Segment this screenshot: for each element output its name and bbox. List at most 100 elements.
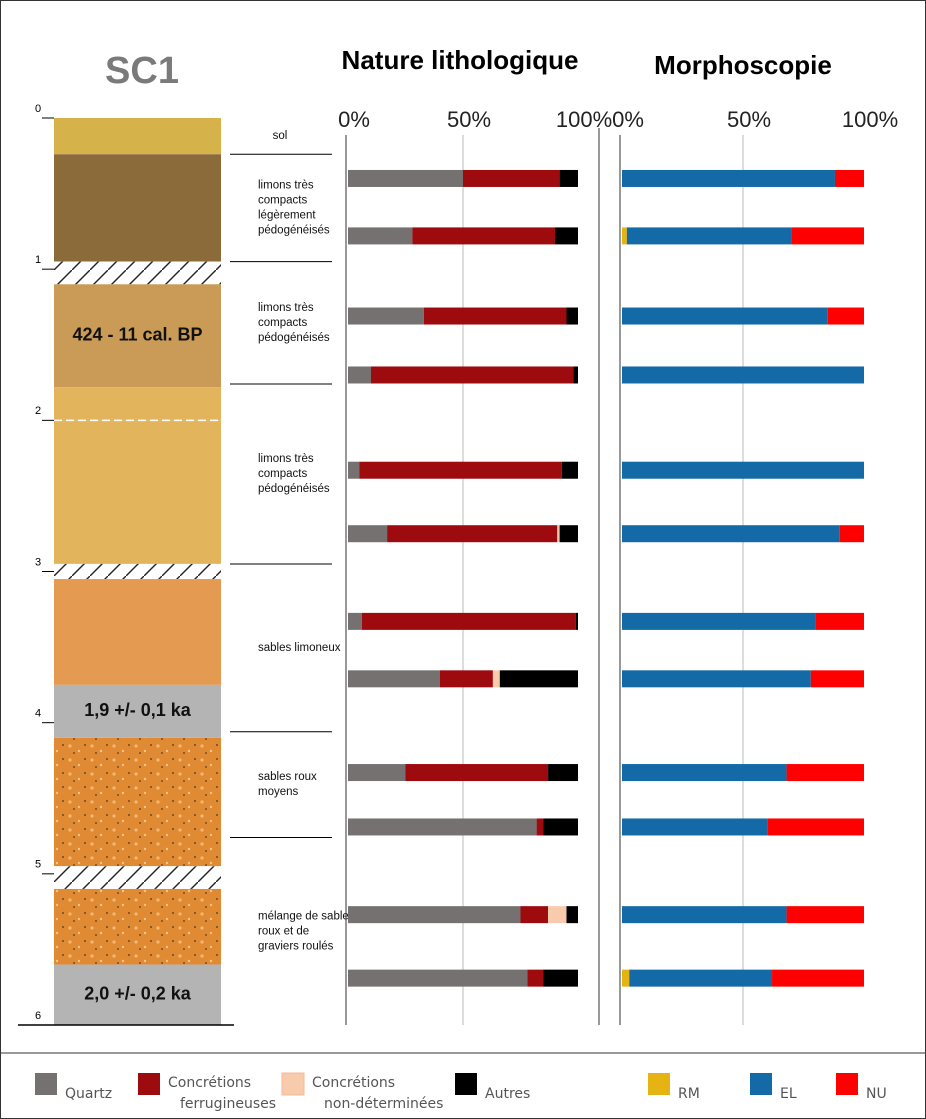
- bar-segment: [348, 227, 413, 245]
- bar-segment: [348, 307, 424, 325]
- bar-segment: [555, 227, 578, 245]
- bar-segment: [548, 764, 578, 782]
- bar-segment: [626, 227, 792, 245]
- legend-swatch: [648, 1073, 670, 1095]
- depth-label: 2: [35, 405, 41, 417]
- x-tick-label: 50%: [727, 107, 771, 132]
- bar-segment: [348, 525, 388, 543]
- legend-label: Concrétions ferrugineuses: [168, 1075, 276, 1112]
- unit-description: compacts: [258, 317, 307, 329]
- bar-segment: [412, 227, 555, 245]
- bar-segment: [548, 906, 567, 924]
- unit-description: sables roux: [258, 771, 317, 783]
- bar-segment: [622, 525, 840, 543]
- layer-pattern: [54, 261, 221, 285]
- bar-segment: [622, 307, 828, 325]
- unit-description: pédogénéisés: [258, 483, 330, 495]
- unit-description: sables limoneux: [258, 642, 341, 654]
- unit-description: pédogénéisés: [258, 332, 330, 344]
- layer: [54, 964, 221, 1025]
- unit-description: moyens: [258, 786, 299, 798]
- x-tick-label: 100%: [842, 107, 898, 132]
- legend-label: NU: [866, 1086, 887, 1102]
- x-tick-label: 0%: [612, 107, 644, 132]
- unit-description: graviers roulés: [258, 940, 334, 952]
- bar-segment: [348, 818, 537, 836]
- bar-segment: [629, 969, 773, 987]
- layer-pattern: [54, 866, 221, 889]
- bar-segment: [622, 461, 864, 479]
- bar-segment: [622, 227, 627, 245]
- date-label: 2,0 +/- 0,2 ka: [84, 984, 192, 1004]
- bar-segment: [573, 366, 578, 384]
- depth-label: 6: [35, 1010, 41, 1022]
- bar-segment: [786, 764, 864, 782]
- unit-description: légèrement: [258, 209, 316, 221]
- layer: [54, 684, 221, 738]
- legend-swatch: [281, 1072, 305, 1096]
- legend-swatch: [138, 1073, 160, 1095]
- bar-segment: [348, 612, 362, 630]
- legend-swatch: [35, 1073, 57, 1095]
- bar-segment: [359, 461, 562, 479]
- bar-segment: [767, 818, 864, 836]
- bar-segment: [348, 169, 463, 187]
- bar-segment: [561, 461, 578, 479]
- bar-segment: [791, 227, 864, 245]
- bar-segment: [557, 525, 560, 543]
- legend-swatch: [455, 1073, 477, 1095]
- bar-segment: [405, 764, 549, 782]
- depth-label: 0: [35, 103, 41, 115]
- legend-label: Quartz: [65, 1086, 112, 1102]
- chart-title: Morphoscopie: [654, 50, 832, 80]
- legend-label: EL: [780, 1086, 797, 1102]
- bar-segment: [440, 670, 493, 688]
- unit-description: limons très: [258, 179, 314, 191]
- bar-segment: [622, 366, 864, 384]
- layer-pattern: [54, 563, 221, 580]
- bar-segment: [543, 969, 578, 987]
- bar-segment: [772, 969, 864, 987]
- column-title: SC1: [105, 50, 179, 92]
- date-label: 424 - 11 cal. BP: [72, 324, 202, 344]
- legend-swatch: [836, 1073, 858, 1095]
- bar-segment: [839, 525, 864, 543]
- bar-segment: [786, 906, 864, 924]
- bar-segment: [387, 525, 558, 543]
- bar-segment: [622, 169, 835, 187]
- unit-description: pédogénéisés: [258, 224, 330, 236]
- bar-segment: [622, 818, 768, 836]
- depth-label: 3: [35, 556, 41, 568]
- unit-description: sol: [273, 130, 288, 142]
- layer: [54, 579, 221, 685]
- bar-segment: [566, 307, 578, 325]
- bar-segment: [348, 764, 406, 782]
- bar-segment: [810, 670, 864, 688]
- layer-pattern: [54, 888, 221, 965]
- unit-description: compacts: [258, 468, 307, 480]
- bar-segment: [622, 670, 811, 688]
- unit-description: roux et de: [258, 925, 309, 937]
- layer: [54, 154, 221, 262]
- legend-swatch: [750, 1073, 772, 1095]
- x-tick-label: 0%: [338, 107, 370, 132]
- bar-segment: [622, 764, 787, 782]
- x-tick-label: 100%: [556, 107, 612, 132]
- unit-description: compacts: [258, 194, 307, 206]
- bar-segment: [566, 906, 578, 924]
- layer: [54, 118, 221, 155]
- bar-segment: [827, 307, 864, 325]
- bar-segment: [622, 906, 787, 924]
- bar-segment: [423, 307, 567, 325]
- bar-segment: [622, 969, 630, 987]
- bar-segment: [348, 906, 521, 924]
- bar-segment: [492, 670, 500, 688]
- bar-segment: [361, 612, 576, 630]
- layer: [54, 387, 221, 421]
- bar-segment: [815, 612, 864, 630]
- chart-title: Nature lithologique: [342, 45, 579, 75]
- bar-segment: [520, 906, 549, 924]
- bar-segment: [348, 366, 371, 384]
- legend-label: Autres: [485, 1086, 530, 1102]
- bar-segment: [348, 461, 360, 479]
